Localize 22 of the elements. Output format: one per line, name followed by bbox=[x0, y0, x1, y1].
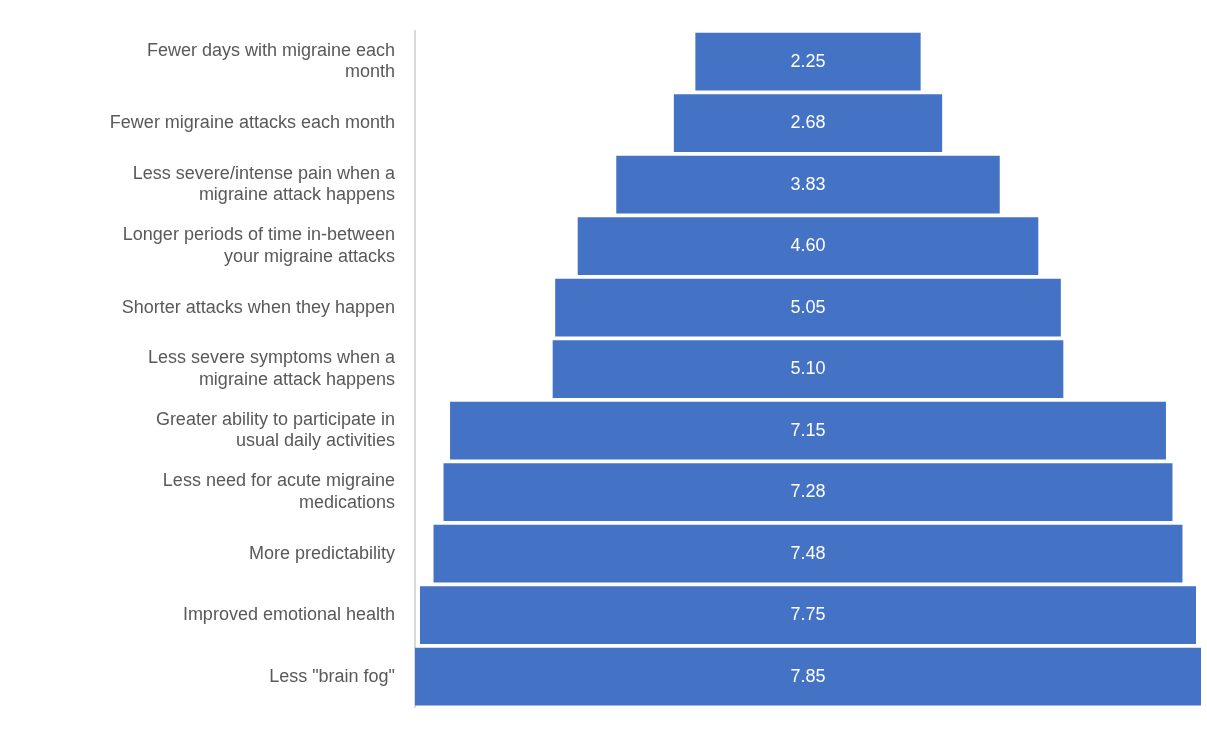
category-label: Less "brain fog" bbox=[269, 665, 395, 686]
category-label: Less severe/intense pain when a migraine attack happens bbox=[132, 162, 396, 205]
category-label: More predictability bbox=[248, 542, 395, 563]
data-label: 7.75 bbox=[790, 604, 826, 625]
data-label: 7.48 bbox=[790, 542, 826, 563]
category-label: Greater ability to participate in usual daily activities bbox=[155, 408, 395, 451]
category-label: Less need for acute migraine medications bbox=[162, 470, 395, 512]
data-label: 2.68 bbox=[790, 112, 826, 133]
category-label: Longer periods of time in-between your migraine attacks bbox=[122, 224, 395, 266]
category-label: Fewer days with migraine each month bbox=[146, 39, 395, 82]
category-label: Fewer migraine attacks each month bbox=[109, 112, 395, 133]
data-label: 7.15 bbox=[790, 419, 826, 440]
data-label: 2.25 bbox=[790, 50, 826, 71]
data-label: 7.85 bbox=[790, 665, 826, 686]
data-label: 5.05 bbox=[790, 296, 826, 317]
data-label: 4.60 bbox=[790, 235, 826, 256]
category-label: Improved emotional health bbox=[182, 604, 395, 625]
data-label: 5.10 bbox=[790, 358, 826, 379]
category-label: Shorter attacks when they happen bbox=[121, 296, 395, 317]
data-label: 3.83 bbox=[790, 173, 826, 194]
data-label: 7.28 bbox=[790, 481, 826, 502]
category-label: Less severe symptoms when a migraine attack happens bbox=[147, 347, 396, 389]
